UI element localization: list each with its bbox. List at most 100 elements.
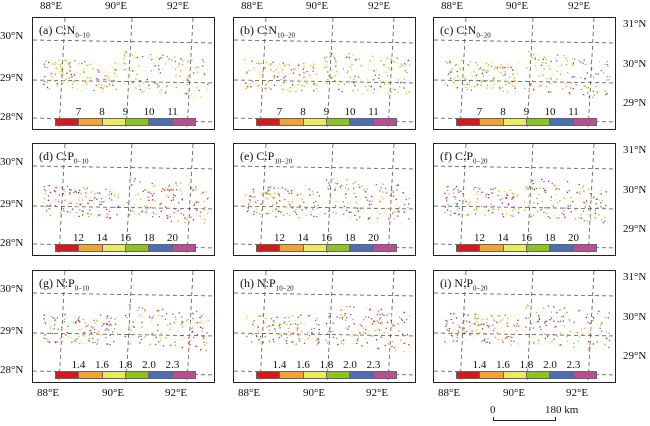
data-point (138, 336, 140, 338)
data-point (589, 328, 592, 331)
data-point (456, 336, 459, 339)
data-point (357, 335, 359, 337)
data-point (277, 71, 280, 74)
legend-tick-label: 8 (300, 106, 306, 118)
data-point (586, 343, 588, 345)
longitude-label-bottom: 88°E (37, 387, 60, 399)
data-point (596, 341, 598, 343)
longitude-gridline (526, 18, 534, 129)
data-point (257, 326, 259, 328)
data-point (511, 192, 514, 195)
data-point (455, 202, 457, 205)
data-point (44, 206, 47, 208)
data-point (362, 327, 365, 329)
data-point (535, 90, 537, 92)
data-point (310, 214, 312, 216)
legend-swatch (350, 372, 374, 378)
data-point (397, 215, 399, 217)
data-point (158, 216, 160, 218)
legend-swatch (303, 372, 327, 378)
data-point (179, 213, 181, 215)
data-point (511, 84, 513, 86)
legend-tick-label: 8 (99, 106, 105, 118)
data-point (608, 332, 610, 334)
data-point (142, 190, 144, 192)
data-point (454, 187, 456, 189)
legend-swatch (350, 245, 374, 251)
data-point (451, 335, 453, 337)
data-point (67, 336, 69, 338)
data-point (147, 196, 149, 198)
data-point (473, 322, 475, 325)
data-point (579, 309, 581, 312)
data-point (73, 191, 75, 193)
data-point (63, 190, 65, 193)
data-point (505, 78, 507, 80)
data-point (550, 60, 552, 62)
map-panel: (d) C:P0−10 12 14 16 18 20 (32, 143, 215, 256)
data-point (255, 68, 257, 71)
data-point (331, 69, 333, 71)
data-point (390, 345, 392, 348)
data-point (487, 209, 489, 212)
data-point (328, 331, 330, 333)
data-point (344, 54, 346, 56)
data-point (604, 90, 606, 92)
data-point (63, 320, 65, 323)
data-point (312, 208, 314, 210)
legend-tick-label: 16 (521, 232, 532, 244)
data-point (286, 337, 288, 339)
data-point (257, 84, 259, 87)
data-point (403, 78, 405, 80)
longitude-gridline (125, 271, 133, 382)
data-point (346, 179, 348, 181)
data-point (347, 202, 349, 204)
data-point (115, 323, 117, 325)
data-point (134, 177, 136, 180)
data-point (182, 214, 185, 216)
data-point (334, 58, 336, 60)
data-point (273, 197, 275, 199)
data-point (532, 80, 534, 82)
data-point (158, 58, 161, 60)
data-point (569, 93, 571, 95)
data-point (99, 214, 101, 216)
data-point (373, 330, 376, 332)
data-point (377, 321, 379, 323)
panel-label: (d) C:P0−10 (39, 149, 88, 165)
data-point (379, 314, 381, 316)
data-point (335, 65, 337, 67)
legend-tick-label: 14 (497, 232, 509, 244)
data-point (90, 63, 92, 65)
data-point (513, 340, 515, 343)
data-point (379, 318, 381, 320)
data-point (258, 74, 260, 76)
latitude-label-right: 30°N (623, 58, 647, 70)
data-point (169, 328, 171, 331)
data-point (61, 66, 64, 68)
data-point (199, 215, 201, 217)
data-point (311, 191, 314, 193)
data-point (252, 323, 254, 326)
data-point (245, 318, 247, 320)
data-point (476, 83, 478, 85)
data-point (501, 63, 503, 65)
data-point (270, 64, 272, 66)
data-point (179, 189, 181, 191)
data-point (368, 85, 370, 87)
data-point (79, 216, 81, 218)
data-point (406, 334, 408, 336)
data-point (131, 54, 133, 56)
data-point (106, 208, 108, 211)
data-point (403, 311, 405, 314)
data-point (78, 192, 80, 194)
data-point (170, 344, 172, 346)
data-point (549, 56, 551, 58)
data-point (556, 54, 559, 56)
data-point (298, 335, 300, 337)
data-point (45, 193, 47, 195)
data-point (265, 84, 267, 86)
data-point (510, 66, 512, 68)
data-point (392, 324, 394, 326)
data-point (253, 319, 255, 322)
